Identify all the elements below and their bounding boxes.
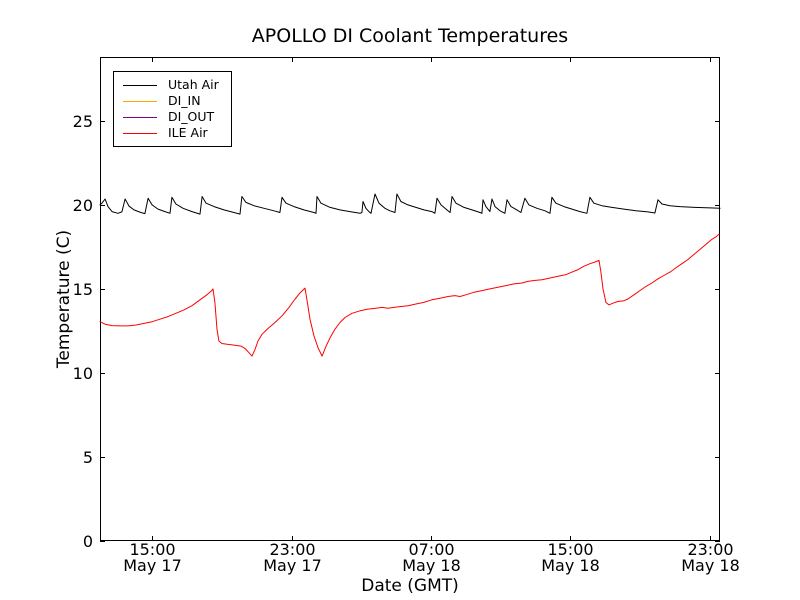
legend-entry-di-in: DI_IN: [123, 93, 219, 109]
x-tick-label-date: May 17: [123, 556, 182, 575]
plot-frame: [100, 57, 720, 541]
legend: Utah Air DI_IN DI_OUT ILE Air: [113, 71, 232, 147]
y-tick-label: 25: [73, 112, 93, 131]
legend-entry-ile-air: ILE Air: [123, 125, 219, 141]
y-tick-label: 20: [73, 196, 93, 215]
x-tick-label-time: 23:00: [269, 540, 315, 559]
legend-line-sample-di-out: [123, 116, 157, 118]
y-tick-label: 15: [73, 280, 93, 299]
legend-line-sample-ile-air: [123, 132, 157, 134]
legend-label: Utah Air: [168, 77, 219, 92]
x-tick-label-time: 23:00: [687, 540, 733, 559]
legend-label: ILE Air: [168, 125, 208, 140]
legend-entry-di-out: DI_OUT: [123, 109, 219, 125]
series-line-utah-air: [99, 193, 721, 215]
legend-label: DI_IN: [168, 93, 201, 108]
x-tick-label-date: May 17: [263, 556, 322, 575]
y-tick-label: 0: [83, 532, 93, 551]
x-tick-label-time: 15:00: [547, 540, 593, 559]
x-axis-title: Date (GMT): [361, 576, 459, 596]
x-tick-label-date: May 18: [541, 556, 600, 575]
legend-line-sample-di-in: [123, 100, 157, 102]
y-tick-label: 5: [83, 448, 93, 467]
x-tick-label-time: 15:00: [129, 540, 175, 559]
y-axis-title: Temperature (C): [54, 229, 74, 369]
y-tick-label: 10: [73, 364, 93, 383]
legend-entry-utah-air: Utah Air: [123, 77, 219, 93]
legend-line-sample-utah-air: [123, 84, 157, 86]
x-tick-label-time: 07:00: [408, 540, 454, 559]
x-tick-label-date: May 18: [681, 556, 740, 575]
chart-title: APOLLO DI Coolant Temperatures: [251, 25, 569, 47]
series-line-ile-air: [99, 233, 720, 357]
legend-label: DI_OUT: [168, 109, 215, 124]
x-tick-label-date: May 18: [402, 556, 461, 575]
